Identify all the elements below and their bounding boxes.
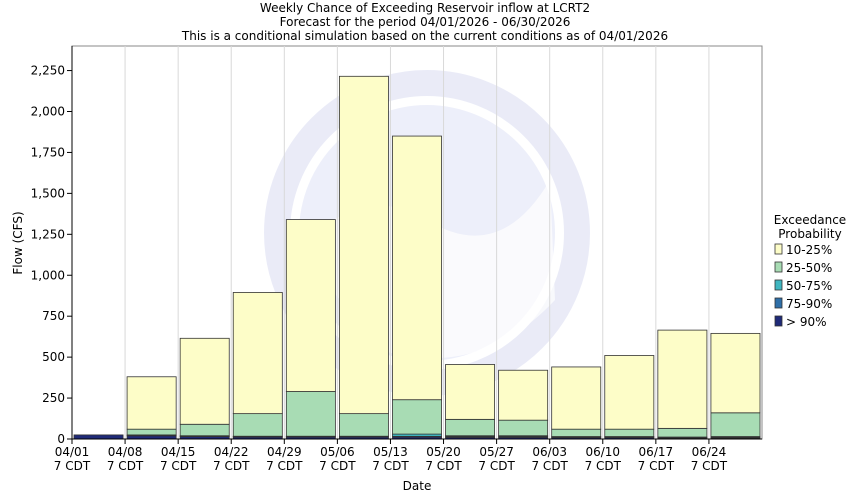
x-tick-label: 06/10	[585, 445, 620, 459]
y-tick-label: 1,750	[31, 145, 65, 159]
legend-title-line-2: Probability	[778, 227, 841, 241]
legend-label: 75-90%	[786, 297, 832, 311]
bar-segment	[498, 419, 549, 437]
bar-segment	[126, 428, 177, 436]
x-tick-sublabel: 7 CDT	[160, 459, 197, 473]
x-tick-sublabel: 7 CDT	[478, 459, 515, 473]
y-tick-label: 2,000	[31, 105, 65, 119]
bar-segment	[232, 292, 283, 415]
bar-segment	[338, 413, 389, 437]
legend-title-line-1: Exceedance	[774, 213, 846, 227]
y-tick-label: 1,500	[31, 186, 65, 200]
chart-title-line-1: Weekly Chance of Exceeding Reservoir inf…	[260, 1, 590, 15]
bar-segment	[392, 135, 442, 401]
bar-segment	[710, 332, 761, 414]
legend-swatch	[774, 315, 783, 327]
bar-segment	[657, 427, 708, 438]
bar-segment	[498, 369, 549, 421]
x-tick-sublabel: 7 CDT	[213, 459, 250, 473]
y-tick-label: 1,250	[31, 227, 65, 241]
bars-layer	[73, 75, 761, 440]
x-tick-label: 04/01	[55, 445, 90, 459]
y-tick-label: 0	[57, 432, 65, 446]
axis-layer: 0 250 500 750 1,000 1,250 1,500 1,750 2,000 2,250…	[31, 46, 762, 473]
legend-label: 50-75%	[786, 279, 832, 293]
x-tick-label: 04/08	[108, 445, 143, 459]
legend-label: 25-50%	[786, 261, 832, 275]
legend-swatch	[774, 279, 783, 291]
y-tick-label: 500	[42, 350, 65, 364]
x-tick-sublabel: 7 CDT	[531, 459, 568, 473]
x-tick-sublabel: 7 CDT	[425, 459, 462, 473]
x-tick-label: 04/22	[214, 445, 249, 459]
bar-segment	[657, 329, 708, 429]
x-tick-sublabel: 7 CDT	[372, 459, 409, 473]
x-tick-label: 06/24	[692, 445, 727, 459]
y-tick-label: 250	[42, 391, 65, 405]
x-tick-label: 05/06	[320, 445, 355, 459]
legend-swatch	[774, 243, 783, 255]
bar-segment	[604, 428, 655, 437]
x-tick-label: 05/20	[426, 445, 461, 459]
legend-label: 10-25%	[786, 243, 832, 257]
x-tick-label: 04/29	[267, 445, 302, 459]
bar-segment	[338, 75, 389, 415]
bar-segment	[232, 413, 283, 437]
chart-title-line-2: Forecast for the period 04/01/2026 - 06/…	[280, 15, 571, 29]
y-tick-label: 1,000	[31, 268, 65, 282]
y-axis-label: Flow (CFS)	[11, 211, 25, 274]
legend-items: 10-25% 25-50% 50-75% 75-90% > 90%	[774, 243, 832, 329]
x-tick-sublabel: 7 CDT	[319, 459, 356, 473]
x-tick-sublabel: 7 CDT	[638, 459, 675, 473]
bar-segment	[73, 434, 124, 440]
legend-label: > 90%	[786, 315, 827, 329]
legend: Exceedance Probability 10-25% 25-50% 50-75…	[774, 213, 846, 329]
x-tick-label: 05/13	[373, 445, 408, 459]
legend-swatch	[774, 297, 783, 309]
bar-segment	[551, 366, 602, 430]
chart-title-line-3: This is a conditional simulation based o…	[181, 29, 668, 43]
bar-segment	[179, 423, 230, 437]
x-tick-sublabel: 7 CDT	[107, 459, 144, 473]
bar-segment	[179, 337, 230, 425]
x-tick-sublabel: 7 CDT	[691, 459, 728, 473]
bar-segment	[445, 418, 496, 437]
y-tick-label: 2,250	[31, 64, 65, 78]
grid-layer	[124, 46, 710, 439]
x-tick-label: 05/27	[479, 445, 514, 459]
bar-segment	[285, 391, 336, 437]
x-tick-sublabel: 7 CDT	[585, 459, 622, 473]
x-tick-sublabel: 7 CDT	[266, 459, 303, 473]
bar-segment	[392, 399, 442, 435]
x-tick-label: 04/15	[161, 445, 196, 459]
legend-swatch	[774, 261, 783, 273]
x-axis-label: Date	[403, 479, 432, 493]
bar-segment	[445, 364, 496, 420]
y-tick-label: 750	[42, 309, 65, 323]
bar-segment	[126, 376, 177, 430]
bar-segment	[285, 219, 336, 392]
x-tick-sublabel: 7 CDT	[54, 459, 91, 473]
bar-segment	[604, 355, 655, 430]
x-tick-label: 06/03	[532, 445, 567, 459]
x-tick-label: 06/17	[639, 445, 674, 459]
bar-segment	[710, 412, 761, 437]
bar-segment	[551, 428, 602, 437]
